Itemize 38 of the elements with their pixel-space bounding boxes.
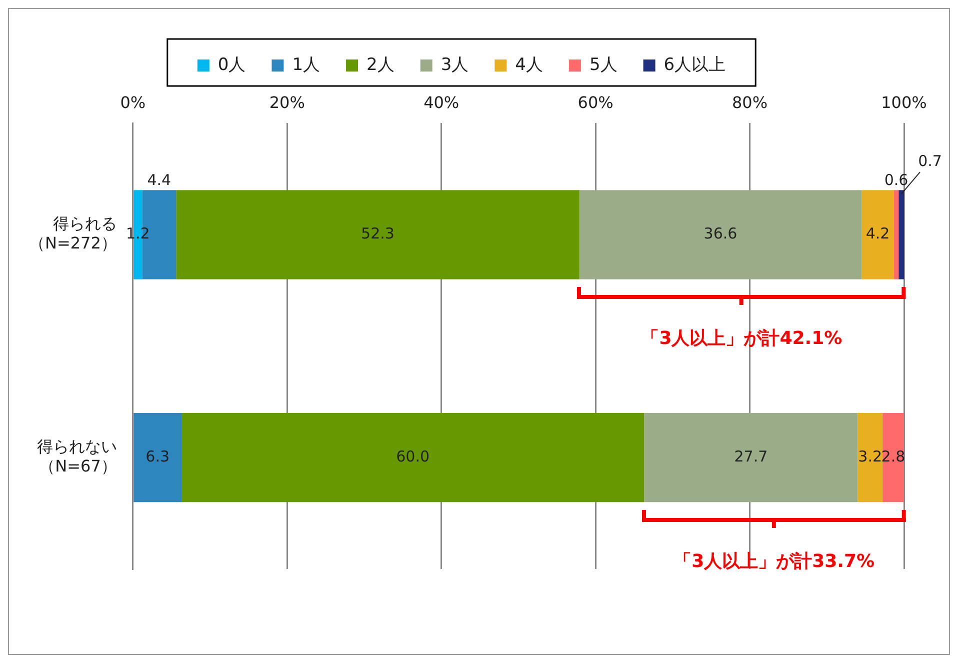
- bar: [181, 412, 644, 502]
- data-label: 27.7: [734, 447, 768, 466]
- data-label: 4.4: [147, 170, 172, 189]
- x-tick-label: 40%: [424, 92, 460, 112]
- y-tick-label: 得られる（N=272）: [28, 214, 117, 252]
- bar: [644, 412, 858, 502]
- annotation: 「3人以上」が計33.7%: [674, 550, 875, 572]
- data-label: 0.7: [918, 152, 942, 170]
- legend-label: 3人: [440, 54, 469, 75]
- data-label: 6.3: [146, 447, 170, 466]
- bar: [898, 190, 904, 280]
- legend-label: 1人: [292, 54, 320, 75]
- x-tick-label: 60%: [578, 92, 614, 112]
- bar: [134, 412, 182, 502]
- bar: [882, 412, 904, 502]
- data-label: 36.6: [704, 224, 738, 243]
- annotation: 「3人以上」が計42.1%: [641, 328, 842, 349]
- legend-label: 5人: [589, 54, 618, 75]
- y-tick-label: 得られない（N=67）: [36, 437, 117, 476]
- bar: [176, 190, 580, 280]
- bar: [579, 190, 862, 280]
- x-tick-label: 80%: [732, 92, 768, 112]
- data-label: 52.3: [361, 224, 394, 243]
- bar: [858, 412, 882, 502]
- x-tick-label: 100%: [881, 92, 927, 112]
- legend-label: 6人以上: [664, 54, 726, 75]
- data-label: 2.8: [881, 447, 906, 466]
- x-tick-label: 0%: [120, 92, 146, 112]
- bar: [862, 190, 894, 280]
- data-label: 4.2: [866, 224, 890, 243]
- x-tick-label: 20%: [269, 92, 305, 112]
- bar: [894, 190, 899, 280]
- data-label: 3.2: [858, 447, 882, 466]
- legend-label: 0人: [218, 54, 246, 75]
- legend-label: 2人: [366, 54, 394, 75]
- data-label: 0.6: [884, 170, 908, 189]
- legend-label: 4人: [515, 54, 543, 75]
- data-label: 60.0: [396, 447, 430, 466]
